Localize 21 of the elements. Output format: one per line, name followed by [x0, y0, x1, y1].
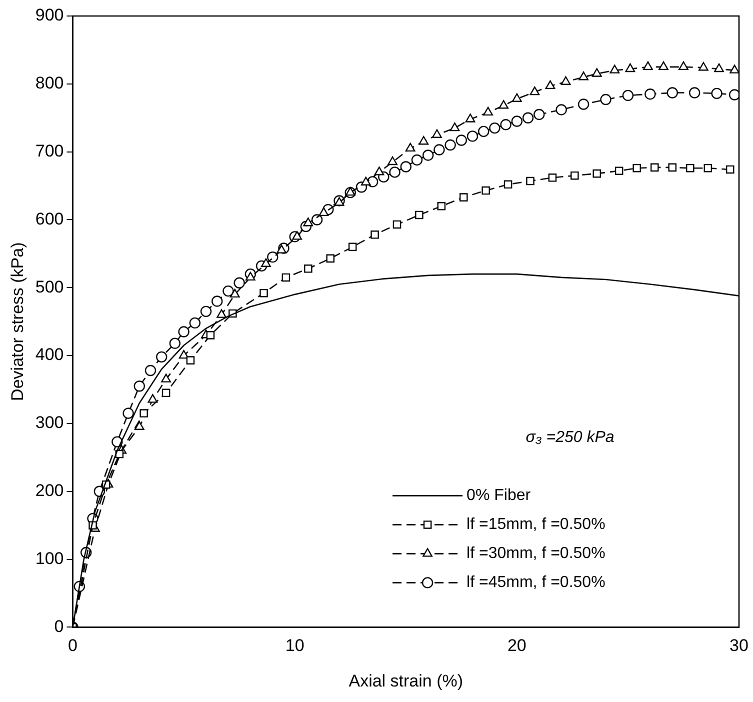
- y-tick-label: 0: [54, 616, 64, 636]
- y-tick-label: 700: [35, 142, 64, 161]
- x-tick-label: 30: [730, 636, 748, 656]
- annotation: σ₃ =250 kPa: [526, 429, 614, 446]
- legend-label: lf =30mm, f =0.50%: [466, 545, 606, 562]
- y-tick-label: 400: [35, 345, 64, 364]
- x-tick-label: 20: [507, 636, 526, 656]
- legend-label: 0% Fiber: [466, 487, 532, 504]
- legend-label: lf =15mm, f =0.50%: [466, 516, 606, 534]
- y-tick-label: 800: [35, 74, 64, 93]
- x-tick-label: 0: [68, 636, 78, 656]
- x-axis-title: Axial strain (%): [348, 671, 464, 690]
- y-tick-label: 100: [35, 548, 64, 568]
- y-tick-label: 300: [35, 413, 64, 432]
- legend-label: lf =45mm, f =0.50%: [466, 574, 606, 592]
- y-tick-label: 200: [35, 481, 64, 500]
- x-tick-label: 10: [285, 636, 304, 656]
- y-axis-title: Deviator stress (kPa): [8, 242, 27, 401]
- y-tick-label: 500: [35, 277, 64, 296]
- y-tick-label: 900: [35, 6, 64, 25]
- y-tick-label: 600: [35, 209, 64, 228]
